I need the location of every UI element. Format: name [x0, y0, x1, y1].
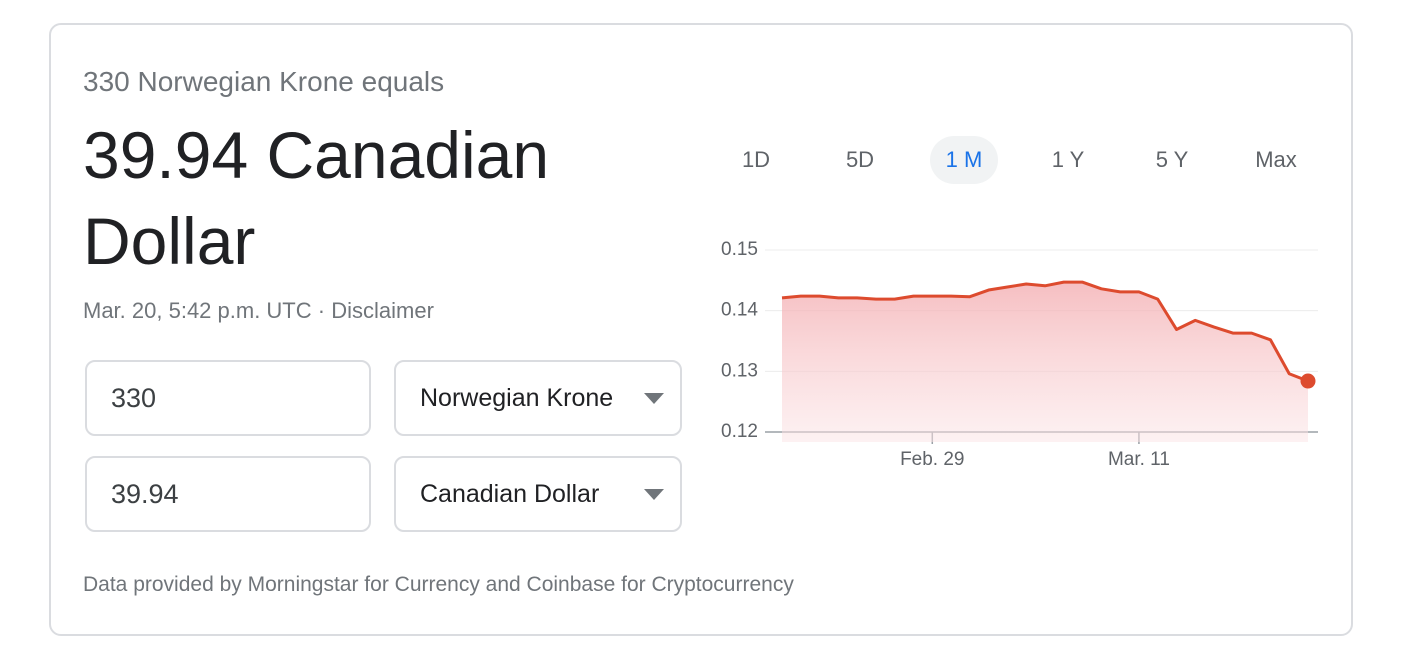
range-tab[interactable]: 1D — [741, 147, 771, 172]
card — [49, 23, 1353, 636]
range-tab[interactable]: 1 Y — [1051, 147, 1085, 172]
line — [781, 280, 1309, 383]
separator: · — [317, 298, 326, 323]
currency-select[interactable]: Canadian Dollar — [394, 456, 682, 532]
amount-input[interactable]: 39.94 — [85, 456, 371, 532]
range-tab[interactable]: 5D — [845, 147, 875, 172]
area-fill — [782, 282, 1308, 442]
amount-input[interactable]: 330 — [85, 360, 371, 436]
y-tick-label: 0.13 — [721, 360, 758, 381]
end-dot — [1300, 373, 1316, 389]
footer: Data provided by Morningstar for Currenc… — [83, 573, 794, 596]
range-tab[interactable]: 1 M — [930, 136, 998, 184]
timestamp: Mar. 20, 5:42 p.m. UTC — [83, 298, 312, 323]
x-tick-label: Feb. 29 — [900, 449, 964, 470]
y-tick-label: 0.12 — [721, 421, 758, 442]
currency-select[interactable]: Norwegian Krone — [394, 360, 682, 436]
result: 39.94 Canadian Dollar — [83, 118, 550, 278]
dropdown-arrow — [644, 489, 664, 500]
disclaimer-link[interactable]: Disclaimer — [331, 298, 434, 323]
range-tab[interactable]: 5 Y — [1155, 147, 1189, 172]
currency-name: Norwegian Krone — [420, 383, 614, 412]
currency-name: Canadian Dollar — [420, 479, 600, 508]
range-tab[interactable]: Max — [1255, 147, 1297, 172]
x-tick-label: Mar. 11 — [1108, 449, 1170, 470]
y-tick-label: 0.14 — [721, 300, 758, 321]
dropdown-arrow — [644, 393, 664, 404]
subtitle: 330 Norwegian Krone equals — [83, 66, 445, 97]
y-tick-label: 0.15 — [721, 239, 758, 260]
timestamp-row: Mar. 20, 5:42 p.m. UTC · Disclaimer — [83, 298, 434, 324]
